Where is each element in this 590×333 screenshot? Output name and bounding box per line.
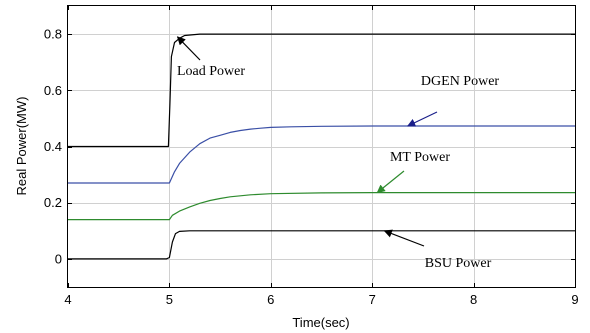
y-axis-title: Real Power(MW) — [14, 97, 29, 196]
x-tick-label: 6 — [267, 292, 274, 307]
x-tick-label: 4 — [64, 292, 71, 307]
annotation-label-load-power: Load Power — [177, 64, 245, 79]
plot-frame — [67, 5, 576, 288]
annotation-arrow-load-power — [176, 36, 201, 61]
annotation-arrow-dgen-power — [406, 111, 438, 127]
series-line-dgen-power — [68, 125, 575, 184]
x-tick-label: 8 — [470, 292, 477, 307]
y-tick-label: 0.2 — [44, 195, 62, 210]
x-tick-label: 5 — [166, 292, 173, 307]
x-axis-title: Time(sec) — [292, 315, 349, 330]
y-tick-label: 0.6 — [44, 83, 62, 98]
x-tick-label: 7 — [369, 292, 376, 307]
tick-labels: 4 5 6 7 8 9 0 0.2 0.4 0.6 0.8 — [44, 27, 579, 307]
x-tick-label: 9 — [571, 292, 578, 307]
annotation-arrow-bsu-power — [383, 229, 425, 247]
annotation-label-bsu-power: BSU Power — [425, 256, 492, 271]
y-tick-label: 0 — [55, 251, 62, 266]
series-line-mt-power — [68, 192, 575, 221]
series-line-load-power — [68, 33, 575, 148]
annotation-label-mt-power: MT Power — [390, 150, 450, 165]
annotation-label-dgen-power: DGEN Power — [421, 74, 499, 89]
y-tick-label: 0.8 — [44, 27, 62, 42]
y-tick-label: 0.4 — [44, 139, 62, 154]
annotation-arrow-mt-power — [376, 170, 405, 194]
series-line-bsu-power — [68, 230, 575, 260]
series-lines — [68, 33, 575, 260]
annotations: Load Power DGEN Power MT Power BSU Power — [176, 36, 499, 271]
